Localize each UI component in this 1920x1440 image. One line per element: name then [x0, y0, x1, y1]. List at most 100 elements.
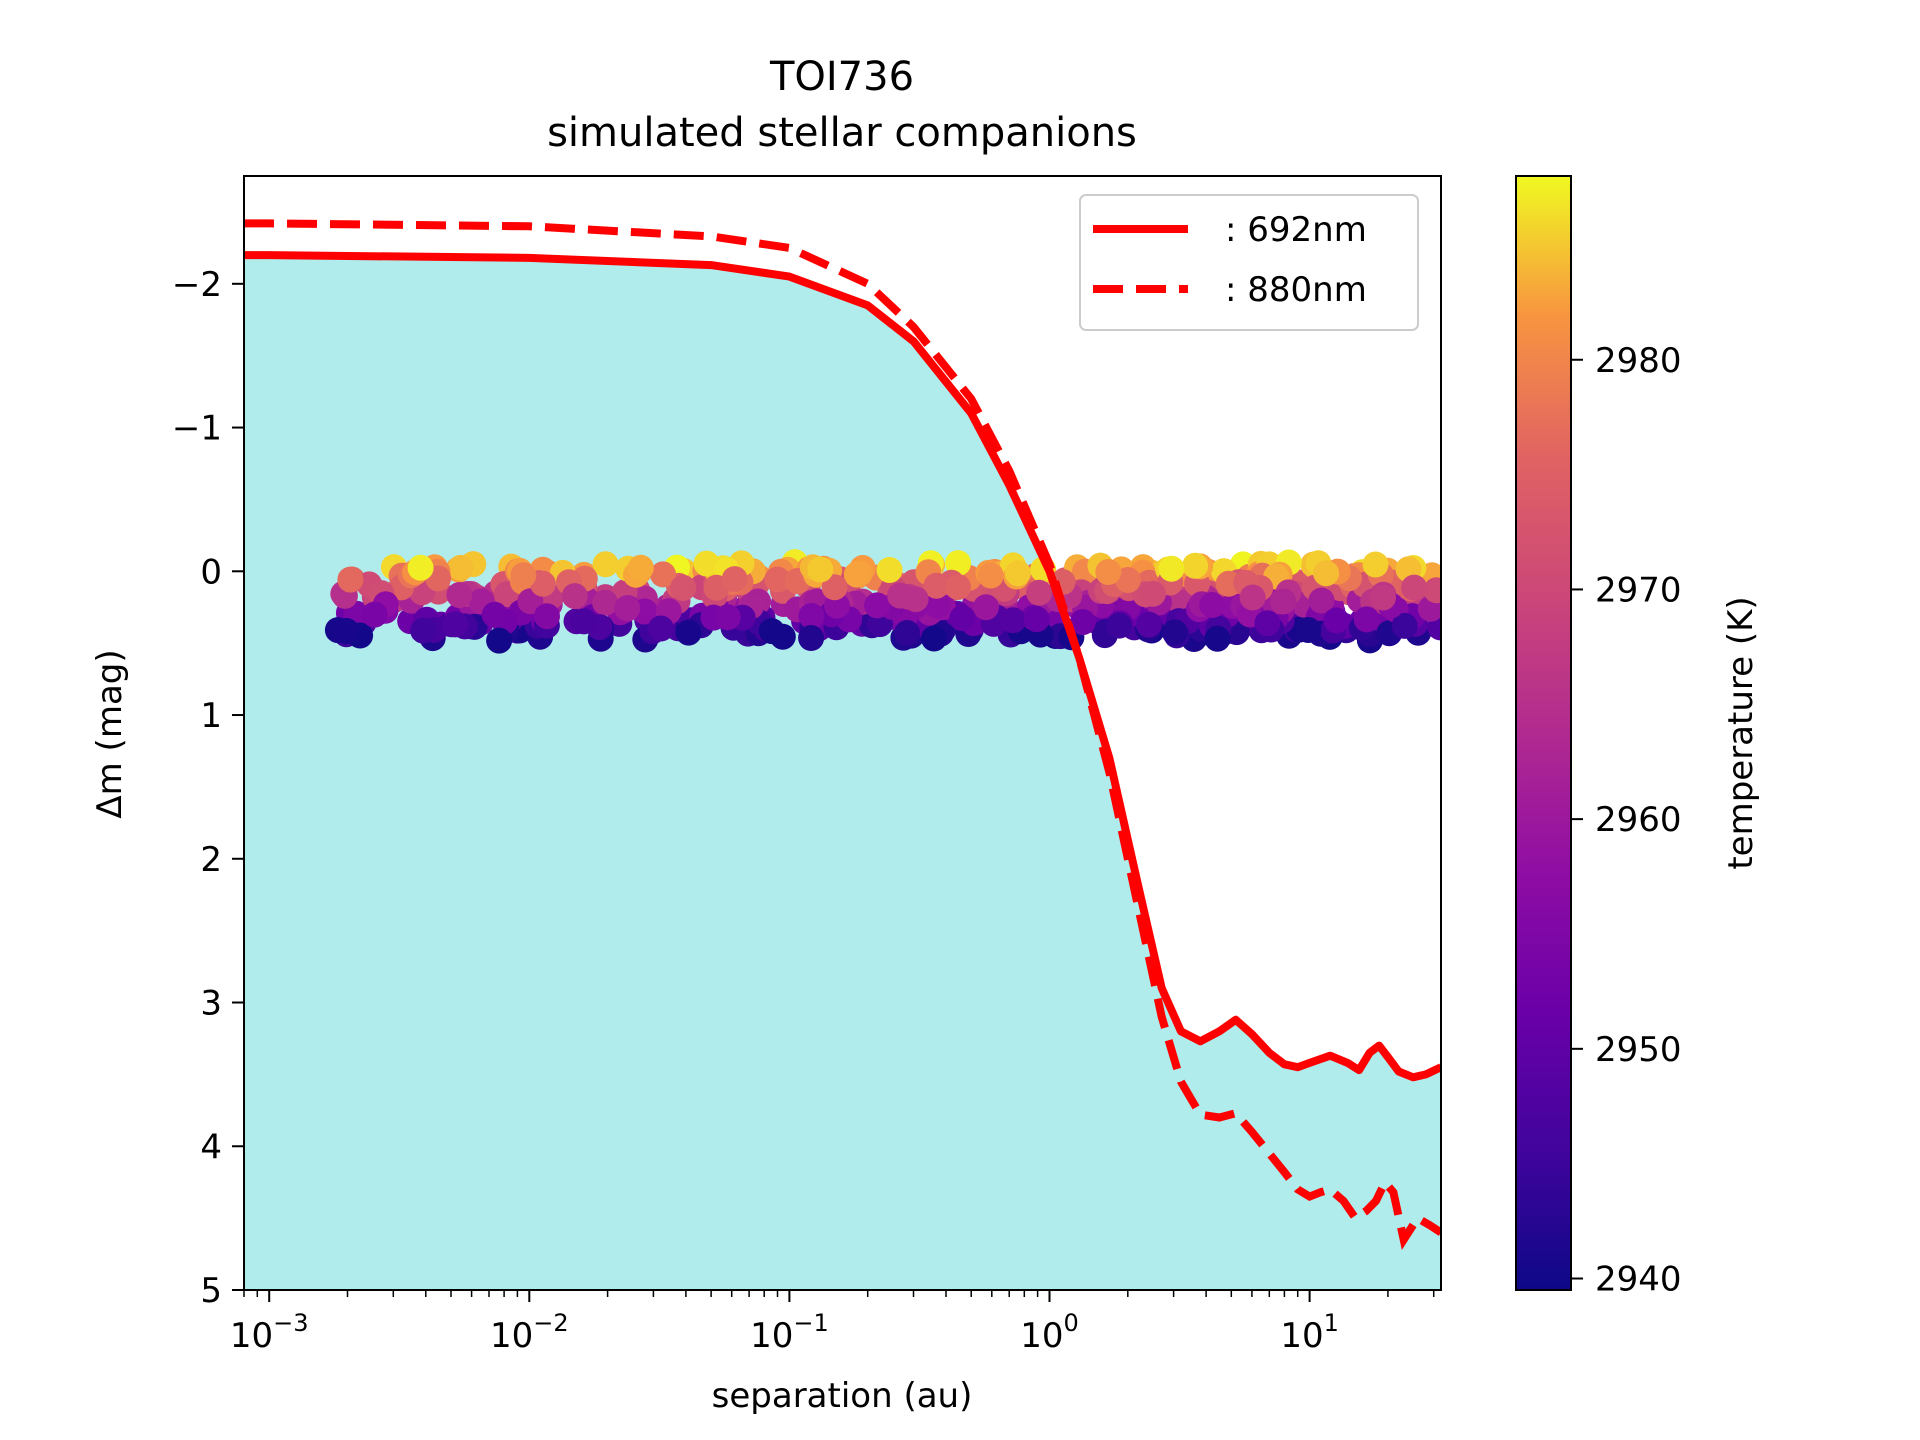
y-tick-label: −2 [172, 265, 222, 305]
companion-point [647, 615, 674, 642]
companion-point [1095, 559, 1122, 585]
companion-point [534, 603, 560, 630]
colorbar-ticks: 2940 2950 2960 2970 2980 [1571, 341, 1682, 1300]
companion-point [1370, 584, 1396, 611]
companion-point [1182, 552, 1209, 579]
companion-point [1026, 579, 1053, 606]
x-tick-label: 101 [1280, 1309, 1339, 1356]
companion-point [614, 595, 641, 622]
colorbar-gradient [1515, 175, 1572, 1291]
companion-point [529, 570, 556, 597]
y-tick-label: 0 [200, 552, 222, 592]
y-tick-label: 1 [200, 696, 222, 736]
companion-point [821, 574, 848, 601]
companion-point [407, 554, 434, 581]
colorbar-tick-label: 2950 [1595, 1030, 1682, 1070]
companion-point [561, 583, 588, 610]
companion-point [1069, 609, 1096, 636]
companion-point [1199, 592, 1226, 618]
companion-point [1114, 567, 1141, 593]
chart-title: TOI736 [769, 54, 914, 100]
plot-frame [243, 175, 1442, 1291]
companion-point [1391, 612, 1418, 639]
companion-point [764, 566, 791, 593]
companion-point [1295, 617, 1322, 643]
companion-point [570, 608, 597, 635]
companion-point [864, 592, 891, 619]
companion-point [798, 625, 825, 651]
companion-point [675, 619, 702, 646]
companion-point [333, 618, 360, 644]
companion-point [410, 617, 437, 644]
companion-point [977, 562, 1004, 589]
companion-point [807, 556, 834, 583]
companion-point [921, 625, 947, 652]
companion-point [1313, 560, 1340, 587]
colorbar-tick-label: 2980 [1595, 341, 1682, 381]
chart-subtitle: simulated stellar companions [547, 110, 1137, 156]
companion-point [923, 572, 950, 599]
companion-point [1158, 555, 1185, 582]
companion-point [592, 589, 619, 616]
companion-point [945, 574, 971, 600]
companion-point [1270, 588, 1297, 615]
y-tick-label: 3 [200, 984, 222, 1024]
companion-point [1023, 606, 1050, 633]
companion-point [758, 618, 785, 645]
companion-point [973, 594, 999, 621]
colorbar-tick-label: 2970 [1595, 570, 1682, 610]
companion-point [945, 550, 972, 577]
y-tick-label: −1 [172, 409, 222, 449]
y-axis-label: Δm (mag) [90, 649, 130, 818]
companion-point [1004, 560, 1031, 587]
companion-point [1353, 606, 1380, 633]
y-tick-label: 5 [200, 1271, 222, 1311]
companion-point [670, 574, 697, 601]
companion-point [447, 554, 474, 581]
plot-area [244, 219, 1441, 1290]
y-axis: −2 −1 0 1 2 3 4 5 [172, 265, 244, 1311]
scatter-layer [324, 549, 1441, 654]
companion-point [894, 620, 921, 646]
curve-880nm [244, 219, 1441, 1251]
companion-point [592, 551, 619, 578]
y-tick-label: 2 [200, 840, 222, 880]
detection-fill-area [244, 255, 1441, 1290]
companion-point [1136, 611, 1162, 638]
legend-label-692nm: : 692nm [1225, 210, 1367, 250]
companion-point [949, 605, 976, 632]
companion-point [446, 582, 473, 608]
companion-point [721, 566, 748, 593]
colorbar-tick-label: 2960 [1595, 800, 1682, 840]
companion-point [361, 601, 388, 628]
companion-point [1239, 584, 1266, 611]
x-tick-label: 100 [1020, 1309, 1079, 1356]
legend-label-880nm: : 880nm [1225, 270, 1367, 310]
companion-point [902, 586, 929, 613]
companion-point [1423, 577, 1441, 604]
companion-point [442, 611, 469, 638]
colorbar-tick-label: 2940 [1595, 1260, 1682, 1300]
colorbar-label: temperature (K) [1721, 596, 1761, 869]
companion-point [714, 604, 741, 631]
companion-point [1254, 610, 1281, 637]
curve-692nm [244, 251, 1441, 1082]
companion-point [876, 557, 903, 583]
companion-point [650, 561, 676, 588]
legend: : 692nm : 880nm [1079, 194, 1419, 331]
colorbar: 2940 2950 2960 2970 2980 temperature (K) [1515, 175, 1761, 1300]
companion-point [1161, 619, 1188, 646]
companion-point [1362, 551, 1389, 578]
contrast-curves [244, 219, 1441, 1251]
companion-point [1308, 587, 1335, 614]
companion-point [481, 601, 508, 628]
x-tick-label: 10−1 [750, 1309, 829, 1356]
companion-point [924, 592, 951, 619]
companion-point [693, 550, 720, 577]
y-tick-label: 4 [200, 1127, 222, 1167]
companion-point [1401, 574, 1428, 601]
companion-point [1204, 625, 1231, 652]
companion-point [486, 627, 513, 654]
companion-point [798, 603, 825, 629]
